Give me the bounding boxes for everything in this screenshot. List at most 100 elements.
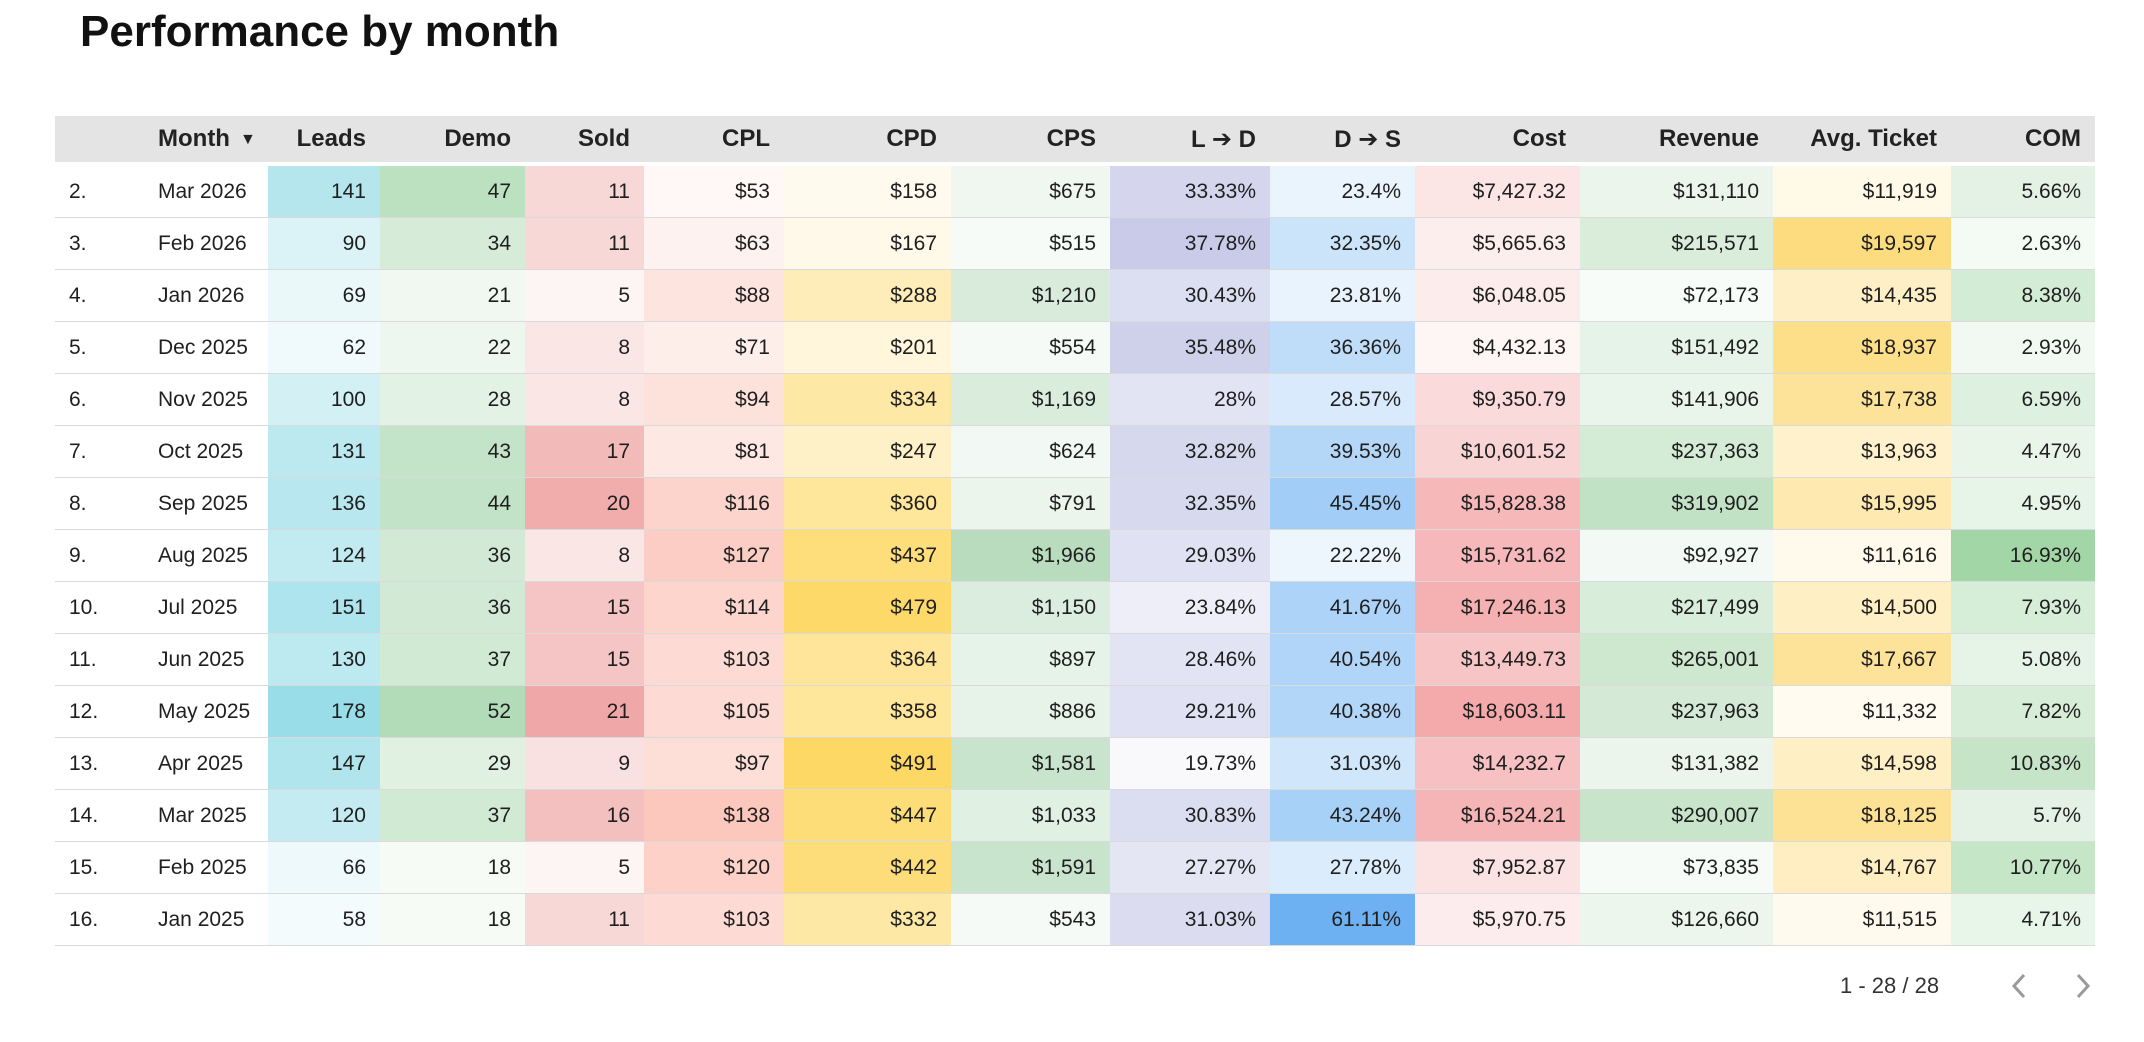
cell-sold: 8 (525, 373, 644, 426)
cell-demo: 44 (380, 477, 525, 530)
cell-demo: 47 (380, 162, 525, 218)
cell-leads: 131 (268, 425, 380, 478)
cell-leads: 124 (268, 529, 380, 582)
cell-cpd: $358 (784, 685, 951, 738)
header-com[interactable]: COM (1951, 116, 2095, 164)
cell-cpl: $103 (644, 633, 784, 686)
cell-sold: 11 (525, 893, 644, 946)
chevron-left-icon[interactable] (2001, 968, 2037, 1004)
cell-sold: 11 (525, 217, 644, 270)
cell-cpl: $103 (644, 893, 784, 946)
table-header: Month ▼ Leads Demo Sold CPL CPD CPS L ➔ D… (55, 116, 2095, 164)
header-cps[interactable]: CPS (951, 116, 1110, 164)
cell-month: Feb 2025 (144, 841, 268, 894)
sort-descending-icon[interactable]: ▼ (239, 131, 256, 148)
cell-month: Feb 2026 (144, 217, 268, 270)
cell-leads: 58 (268, 893, 380, 946)
cell-demo: 37 (380, 789, 525, 842)
cell-demo: 29 (380, 737, 525, 790)
table-row[interactable]: 3. Feb 2026 90 34 11 $63 $167 $515 37.78% 32.35% $… (55, 217, 2095, 270)
cell-month: Sep 2025 (144, 477, 268, 530)
table-row[interactable]: 16. Jan 2025 58 18 11 $103 $332 $543 31.03% 61.11… (55, 893, 2095, 946)
cell-l-to-d: 27.27% (1110, 841, 1270, 894)
table-row[interactable]: 14. Mar 2025 120 37 16 $138 $447 $1,033 30.83% 43… (55, 789, 2095, 842)
cell-cps: $675 (951, 162, 1110, 218)
cell-l-to-d: 30.43% (1110, 269, 1270, 322)
cell-revenue: $72,173 (1580, 269, 1773, 322)
cell-month: Apr 2025 (144, 737, 268, 790)
cell-cpl: $63 (644, 217, 784, 270)
cell-demo: 21 (380, 269, 525, 322)
cell-avg-ticket: $11,616 (1773, 529, 1951, 582)
cell-month: Jan 2026 (144, 269, 268, 322)
cell-revenue: $73,835 (1580, 841, 1773, 894)
table-row[interactable]: 2. Mar 2026 141 47 11 $53 $158 $675 33.33% 23.4% $… (55, 162, 2095, 218)
cell-cpl: $81 (644, 425, 784, 478)
chevron-right-icon[interactable] (2065, 968, 2101, 1004)
table-row[interactable]: 7. Oct 2025 131 43 17 $81 $247 $624 32.82% 39.53%… (55, 425, 2095, 478)
cell-d-to-s: 23.4% (1270, 162, 1415, 218)
header-cpd[interactable]: CPD (784, 116, 951, 164)
cell-demo: 36 (380, 529, 525, 582)
cell-com: 7.82% (1951, 685, 2095, 738)
cell-cost: $15,731.62 (1415, 529, 1580, 582)
header-avg-ticket[interactable]: Avg. Ticket (1773, 116, 1951, 164)
cell-com: 4.47% (1951, 425, 2095, 478)
table-row[interactable]: 6. Nov 2025 100 28 8 $94 $334 $1,169 28% 28.57% $9… (55, 373, 2095, 426)
cell-com: 7.93% (1951, 581, 2095, 634)
cell-d-to-s: 40.38% (1270, 685, 1415, 738)
cell-cpd: $201 (784, 321, 951, 374)
cell-revenue: $237,363 (1580, 425, 1773, 478)
cell-cpd: $167 (784, 217, 951, 270)
header-leads[interactable]: Leads (268, 116, 380, 164)
cell-revenue: $126,660 (1580, 893, 1773, 946)
cell-leads: 62 (268, 321, 380, 374)
cell-com: 8.38% (1951, 269, 2095, 322)
cell-index: 4. (55, 269, 144, 322)
cell-cost: $18,603.11 (1415, 685, 1580, 738)
cell-com: 4.71% (1951, 893, 2095, 946)
cell-month: Mar 2026 (144, 162, 268, 218)
cell-cps: $515 (951, 217, 1110, 270)
cell-demo: 18 (380, 893, 525, 946)
cell-month: Nov 2025 (144, 373, 268, 426)
table-row[interactable]: 15. Feb 2025 66 18 5 $120 $442 $1,591 27.27% 27.7… (55, 841, 2095, 894)
cell-cps: $1,581 (951, 737, 1110, 790)
header-demo-to-sold[interactable]: D ➔ S (1270, 116, 1415, 164)
cell-sold: 11 (525, 162, 644, 218)
cell-demo: 18 (380, 841, 525, 894)
cell-leads: 130 (268, 633, 380, 686)
table-row[interactable]: 13. Apr 2025 147 29 9 $97 $491 $1,581 19.73% 31.0… (55, 737, 2095, 790)
header-lead-to-demo[interactable]: L ➔ D (1110, 116, 1270, 164)
cell-d-to-s: 45.45% (1270, 477, 1415, 530)
cell-com: 5.08% (1951, 633, 2095, 686)
table-row[interactable]: 4. Jan 2026 69 21 5 $88 $288 $1,210 30.43% 23.81%… (55, 269, 2095, 322)
cell-l-to-d: 23.84% (1110, 581, 1270, 634)
cell-cost: $17,246.13 (1415, 581, 1580, 634)
cell-d-to-s: 31.03% (1270, 737, 1415, 790)
cell-leads: 178 (268, 685, 380, 738)
cell-sold: 21 (525, 685, 644, 738)
cell-cost: $7,427.32 (1415, 162, 1580, 218)
table-row[interactable]: 12. May 2025 178 52 21 $105 $358 $886 29.21% 40.3… (55, 685, 2095, 738)
header-sold[interactable]: Sold (525, 116, 644, 164)
cell-cost: $14,232.7 (1415, 737, 1580, 790)
cell-l-to-d: 32.35% (1110, 477, 1270, 530)
cell-leads: 136 (268, 477, 380, 530)
header-cpl[interactable]: CPL (644, 116, 784, 164)
table-row[interactable]: 11. Jun 2025 130 37 15 $103 $364 $897 28.46% 40.5… (55, 633, 2095, 686)
table-row[interactable]: 5. Dec 2025 62 22 8 $71 $201 $554 35.48% 36.36% $4… (55, 321, 2095, 374)
cell-index: 3. (55, 217, 144, 270)
table-row[interactable]: 9. Aug 2025 124 36 8 $127 $437 $1,966 29.03% 22.2… (55, 529, 2095, 582)
table-row[interactable]: 10. Jul 2025 151 36 15 $114 $479 $1,150 23.84% 41… (55, 581, 2095, 634)
table-row[interactable]: 8. Sep 2025 136 44 20 $116 $360 $791 32.35% 45.45… (55, 477, 2095, 530)
cell-sold: 5 (525, 841, 644, 894)
header-demo[interactable]: Demo (380, 116, 525, 164)
cell-index: 9. (55, 529, 144, 582)
header-revenue[interactable]: Revenue (1580, 116, 1773, 164)
cell-l-to-d: 33.33% (1110, 162, 1270, 218)
cell-cps: $554 (951, 321, 1110, 374)
header-month[interactable]: Month ▼ (144, 116, 268, 164)
cell-cpd: $479 (784, 581, 951, 634)
header-cost[interactable]: Cost (1415, 116, 1580, 164)
